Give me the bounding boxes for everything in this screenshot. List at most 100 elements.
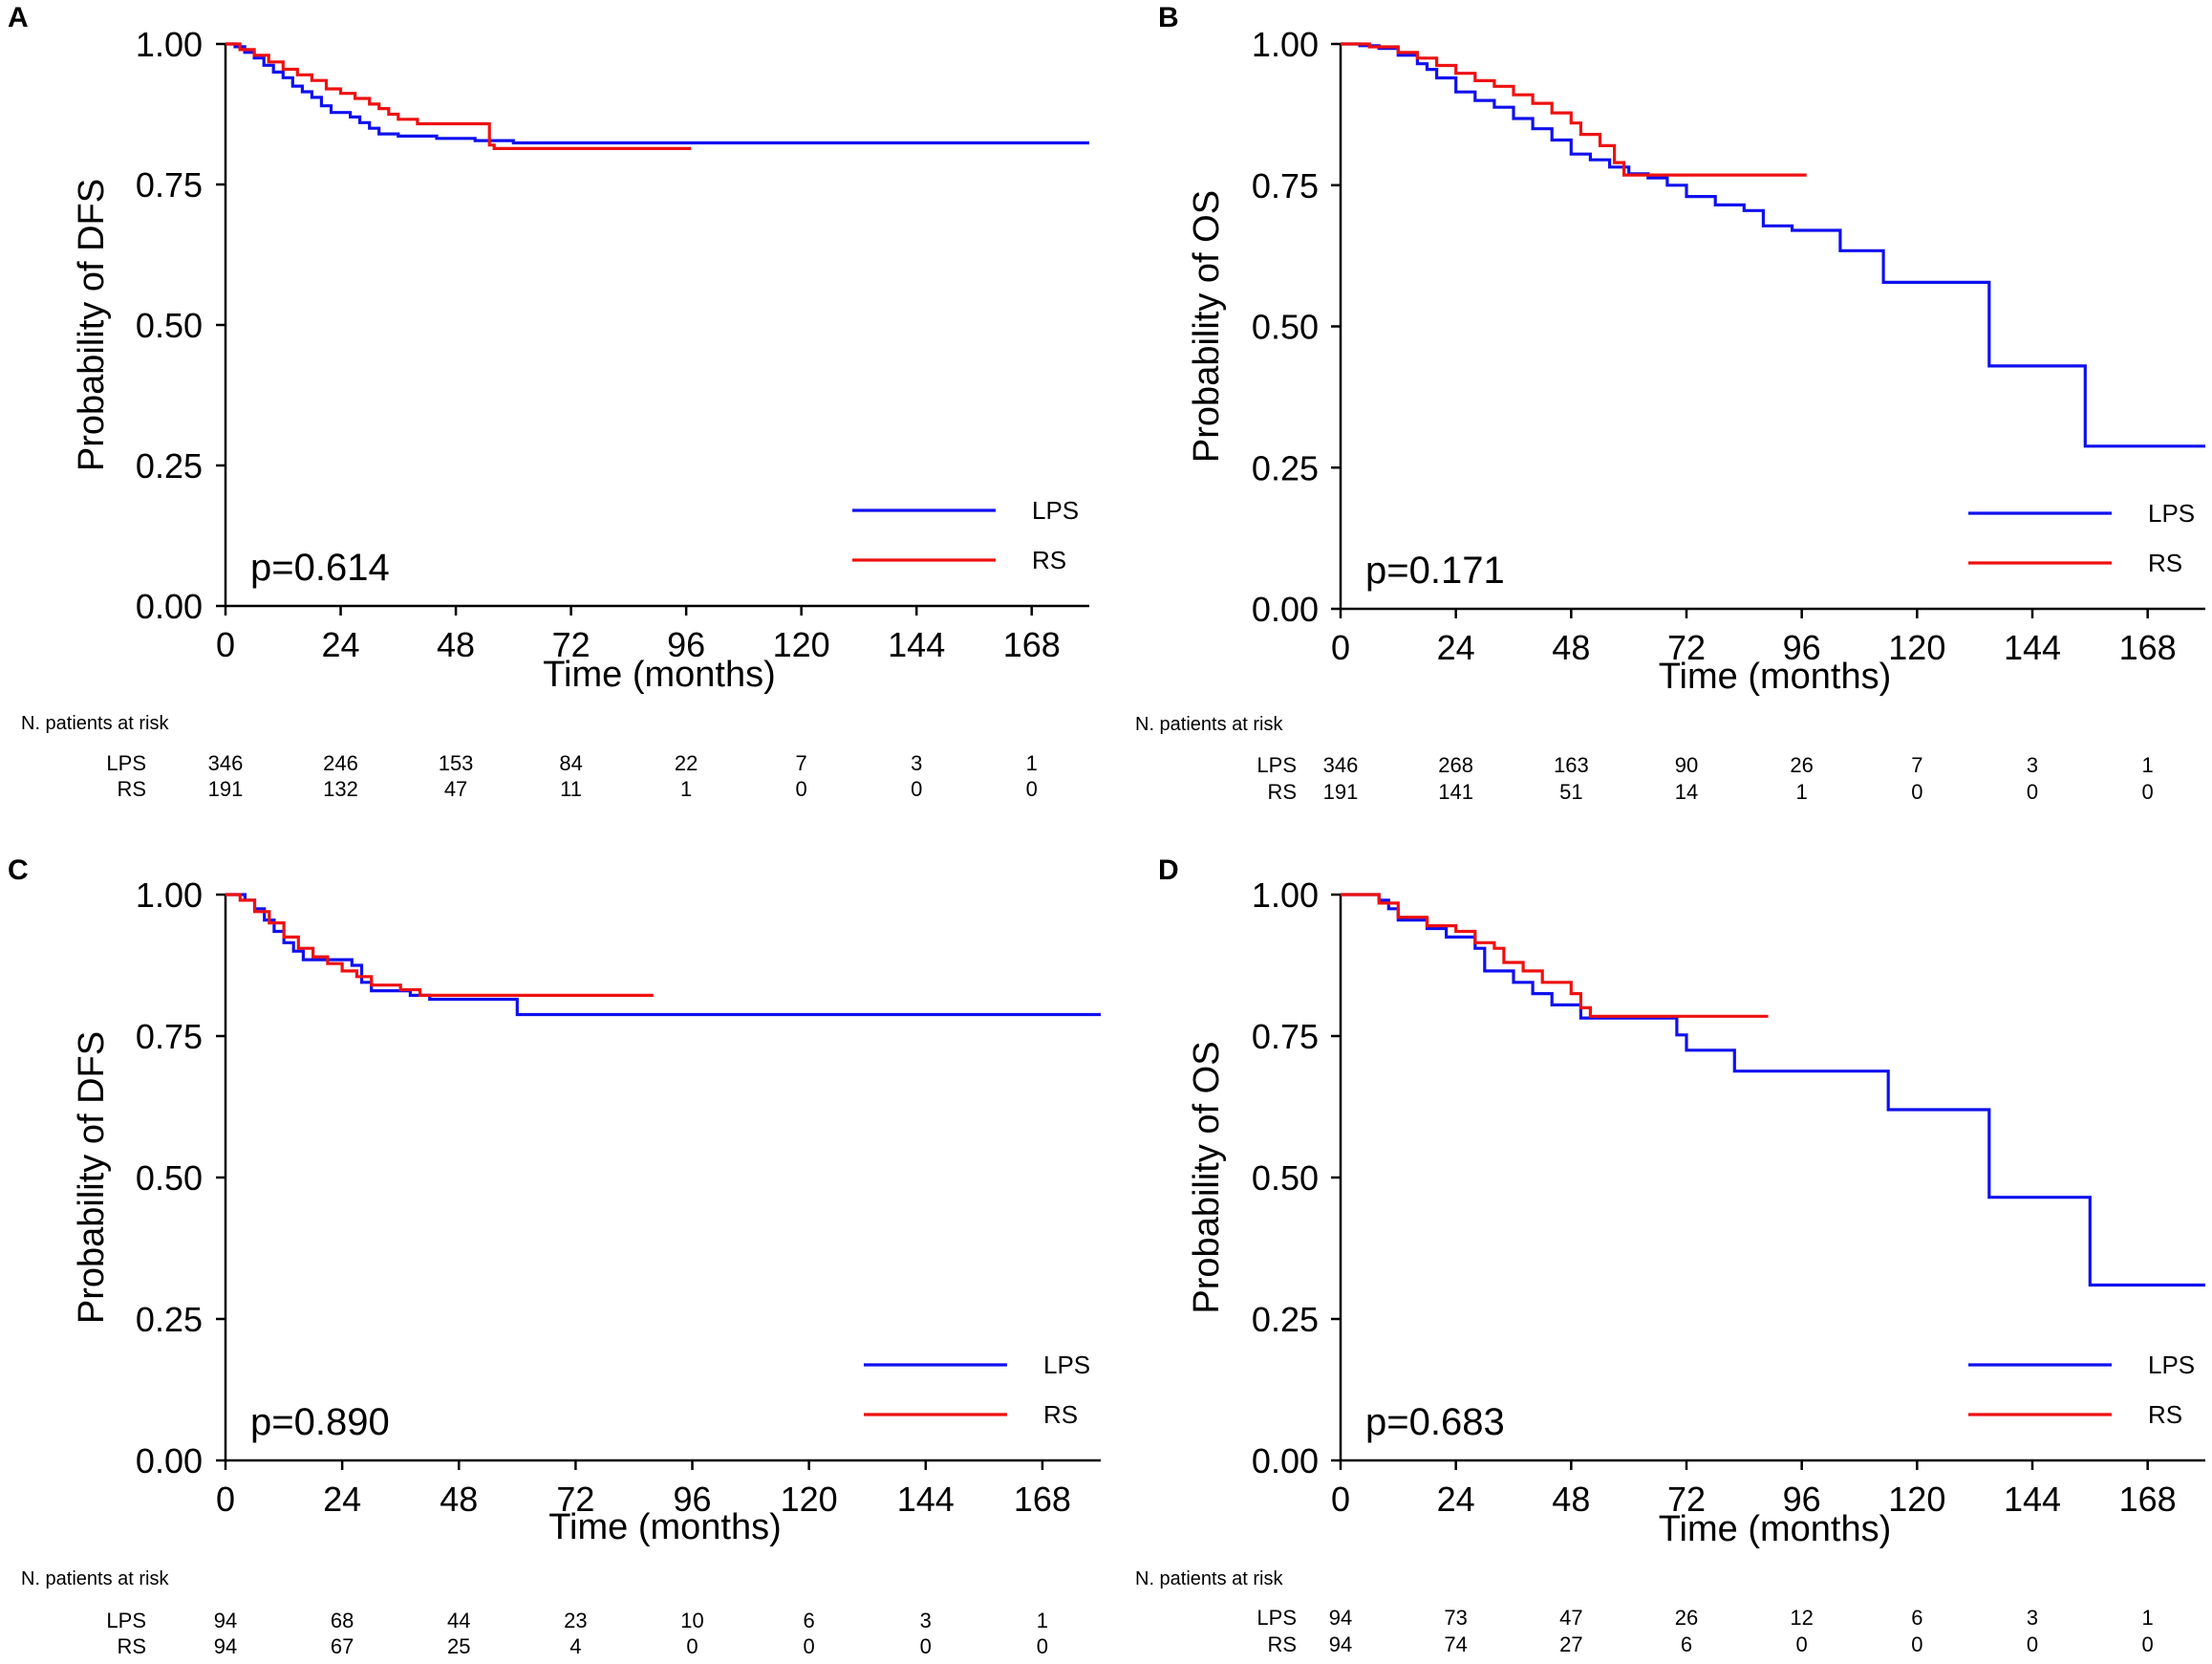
y-tick-label: 0.75 bbox=[1252, 1017, 1319, 1056]
risk-count: 1 bbox=[2142, 1606, 2154, 1630]
risk-count: 23 bbox=[564, 1609, 587, 1632]
risk-table-title: N. patients at risk bbox=[1135, 1568, 1284, 1589]
y-tick-label: 0.75 bbox=[1252, 166, 1319, 205]
x-axis-title: Time (months) bbox=[548, 1507, 782, 1547]
risk-count: 6 bbox=[1681, 1632, 1692, 1656]
risk-row-label: LPS bbox=[106, 1609, 146, 1632]
risk-count: 14 bbox=[1675, 780, 1698, 804]
risk-row-label: LPS bbox=[1256, 1606, 1297, 1630]
legend-label-rs: RS bbox=[1043, 1400, 1078, 1429]
risk-count: 94 bbox=[1329, 1632, 1352, 1656]
y-tick-label: 0.00 bbox=[1252, 1441, 1319, 1480]
risk-count: 0 bbox=[1037, 1634, 1048, 1658]
risk-count: 44 bbox=[447, 1609, 470, 1632]
risk-row-label: RS bbox=[117, 1634, 146, 1658]
risk-count: 0 bbox=[1796, 1632, 1808, 1656]
x-tick-label: 0 bbox=[1331, 628, 1350, 667]
risk-count: 1 bbox=[1796, 780, 1808, 804]
x-tick-label: 144 bbox=[2004, 628, 2061, 667]
risk-table-title: N. patients at risk bbox=[21, 1568, 170, 1589]
risk-count: 1 bbox=[2142, 753, 2154, 777]
risk-count: 84 bbox=[559, 751, 582, 775]
risk-count: 26 bbox=[1790, 753, 1813, 777]
y-tick-label: 0.50 bbox=[1252, 308, 1319, 347]
x-tick-label: 96 bbox=[1783, 1480, 1821, 1519]
y-tick-label: 0.50 bbox=[136, 1158, 203, 1198]
x-axis-title: Time (months) bbox=[1659, 1509, 1892, 1549]
risk-count: 47 bbox=[1559, 1606, 1582, 1630]
x-axis-title: Time (months) bbox=[1659, 657, 1892, 697]
survival-curve-lps bbox=[225, 42, 1089, 145]
y-tick-label: 1.00 bbox=[1252, 875, 1319, 915]
survival-curve-lps bbox=[1341, 42, 2205, 448]
x-tick-label: 24 bbox=[1437, 1480, 1475, 1519]
y-tick-label: 0.75 bbox=[136, 165, 203, 205]
y-tick-label: 0.00 bbox=[136, 587, 203, 626]
risk-count: 90 bbox=[1675, 753, 1698, 777]
y-tick-label: 0.50 bbox=[1252, 1158, 1319, 1198]
risk-count: 0 bbox=[686, 1634, 698, 1658]
risk-count: 7 bbox=[1911, 753, 1922, 777]
legend-label-lps: LPS bbox=[2148, 499, 2195, 528]
y-tick-label: 1.00 bbox=[1252, 25, 1319, 64]
risk-count: 73 bbox=[1444, 1606, 1467, 1630]
y-tick-label: 1.00 bbox=[136, 25, 203, 64]
panel-c: C0.000.250.500.751.000 24 48 72 96 120 144 168T… bbox=[8, 854, 1101, 1658]
survival-curve-rs bbox=[1341, 893, 1769, 1018]
panel-letter: C bbox=[8, 854, 29, 886]
risk-count: 94 bbox=[214, 1609, 237, 1632]
x-tick-label: 0 bbox=[216, 1480, 235, 1519]
x-tick-label: 120 bbox=[1888, 628, 1945, 667]
x-tick-label: 24 bbox=[1437, 628, 1475, 667]
y-tick-label: 0.25 bbox=[136, 446, 203, 486]
risk-count: 25 bbox=[447, 1634, 470, 1658]
risk-count: 94 bbox=[214, 1634, 237, 1658]
risk-row-label: RS bbox=[117, 777, 146, 801]
panel-letter: B bbox=[1158, 2, 1179, 33]
p-value: p=0.890 bbox=[250, 1401, 390, 1443]
legend-label-rs: RS bbox=[2148, 549, 2182, 577]
risk-count: 0 bbox=[2142, 780, 2154, 804]
risk-count: 22 bbox=[675, 751, 698, 775]
risk-count: 191 bbox=[1323, 780, 1359, 804]
risk-count: 11 bbox=[560, 777, 582, 801]
risk-count: 26 bbox=[1675, 1606, 1698, 1630]
y-tick-label: 0.25 bbox=[1252, 1300, 1319, 1339]
risk-count: 4 bbox=[569, 1634, 581, 1658]
x-tick-label: 72 bbox=[556, 1480, 594, 1519]
risk-count: 246 bbox=[323, 751, 358, 775]
risk-count: 94 bbox=[1329, 1606, 1352, 1630]
y-tick-label: 0.75 bbox=[136, 1017, 203, 1056]
legend-label-lps: LPS bbox=[1043, 1351, 1090, 1379]
risk-row-label: RS bbox=[1267, 1632, 1297, 1656]
risk-count: 67 bbox=[331, 1634, 354, 1658]
x-tick-label: 120 bbox=[781, 1480, 838, 1519]
y-tick-label: 0.00 bbox=[1252, 590, 1319, 629]
risk-count: 153 bbox=[439, 751, 474, 775]
y-tick-label: 0.25 bbox=[1252, 448, 1319, 487]
y-axis-title: Probability of OS bbox=[1187, 1041, 1227, 1313]
x-tick-label: 144 bbox=[897, 1480, 955, 1519]
risk-count: 141 bbox=[1438, 780, 1473, 804]
risk-count: 0 bbox=[2027, 780, 2038, 804]
x-tick-label: 48 bbox=[1552, 1480, 1590, 1519]
p-value: p=0.683 bbox=[1365, 1401, 1505, 1443]
x-tick-label: 168 bbox=[2119, 1480, 2177, 1519]
panel-letter: D bbox=[1158, 854, 1179, 886]
risk-count: 1 bbox=[680, 777, 692, 801]
panel-letter: A bbox=[8, 2, 29, 33]
risk-count: 0 bbox=[1911, 780, 1922, 804]
risk-count: 10 bbox=[680, 1609, 703, 1632]
x-tick-label: 168 bbox=[2119, 628, 2177, 667]
x-tick-label: 24 bbox=[323, 1480, 361, 1519]
x-tick-label: 48 bbox=[1552, 628, 1590, 667]
panel-a: A 0.00 0.25 0.50 0.75 1.00 0 24 48 72 96 120 144 168 T… bbox=[8, 2, 1089, 801]
x-tick-label: 96 bbox=[1783, 628, 1821, 667]
x-tick-label: 72 bbox=[1667, 1480, 1706, 1519]
survival-curve-lps bbox=[1341, 893, 2205, 1287]
p-value: p=0.171 bbox=[1365, 550, 1505, 592]
risk-count: 6 bbox=[804, 1609, 815, 1632]
y-axis-title: Probability of DFS bbox=[72, 179, 112, 471]
x-axis-title: Time (months) bbox=[543, 655, 776, 695]
survival-curve-rs bbox=[225, 42, 692, 150]
